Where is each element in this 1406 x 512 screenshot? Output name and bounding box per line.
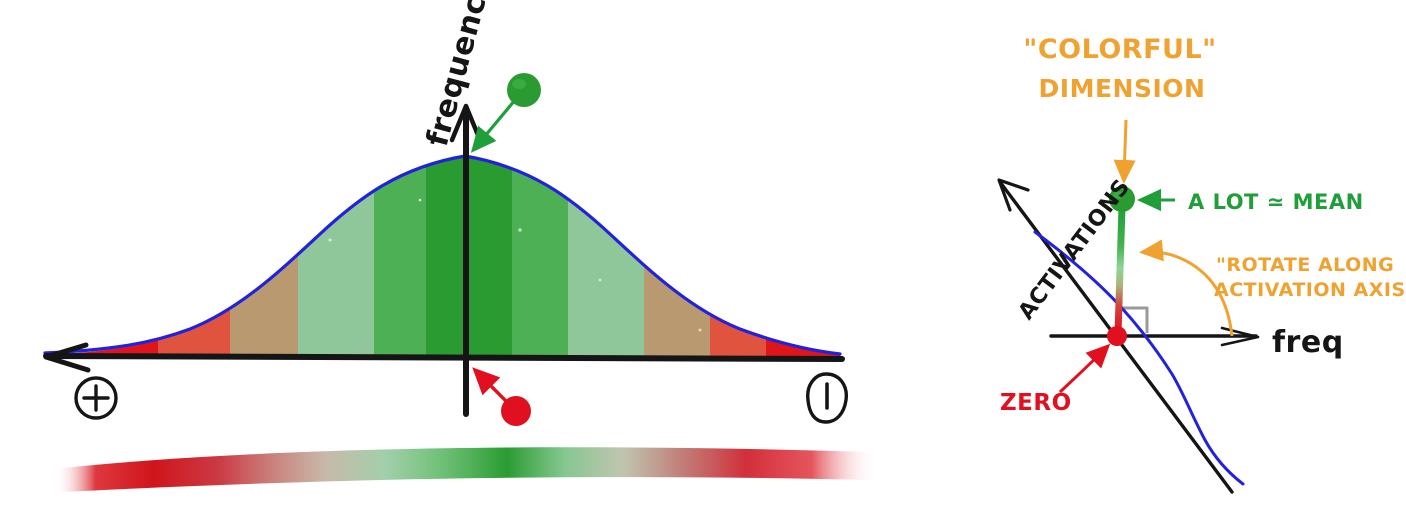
axis-end-marker-right xyxy=(806,372,848,424)
green-dot xyxy=(507,73,541,107)
zero-callout xyxy=(472,367,531,426)
rotated-distribution-curve xyxy=(1033,230,1245,486)
colorful-dimension-label-line1: "COLORFUL" xyxy=(1023,34,1216,65)
colorful-dimension-line xyxy=(1114,203,1126,338)
rotate-label-line2: ACTIVATION AXIS" xyxy=(1214,279,1406,301)
axis-end-marker-left xyxy=(74,376,118,420)
peak-callout-arrow xyxy=(470,98,517,153)
zero-callout-arrow xyxy=(472,367,512,407)
red-dot xyxy=(501,396,531,426)
freq-axis-label: freq xyxy=(1272,325,1344,360)
mean-label: A LOT ≃ MEAN xyxy=(1188,190,1364,214)
colorful-dimension-arrow xyxy=(1113,119,1136,184)
x-axis xyxy=(43,353,845,362)
left-panel-group xyxy=(43,73,878,492)
right-angle-marker xyxy=(1122,306,1149,333)
colour-gradient-strip xyxy=(54,447,878,492)
y-axis-label: frequency xyxy=(420,0,499,150)
zero-dot xyxy=(1107,326,1127,346)
freq-axis-arrowhead xyxy=(1220,326,1260,347)
rotate-label-line1: "ROTATE ALONG xyxy=(1216,254,1394,276)
peak-callout xyxy=(470,73,541,153)
rotate-callout-arrow xyxy=(1139,239,1234,337)
distribution-bands xyxy=(45,157,840,356)
colorful-dimension-label-line2: DIMENSION xyxy=(1039,74,1206,103)
activation-axis-arrowhead xyxy=(997,178,1030,212)
x-axis-arrowhead xyxy=(43,342,91,373)
zero-label: ZERO xyxy=(1000,390,1072,416)
right-panel-group xyxy=(997,119,1260,494)
zero-callout-arrow-right xyxy=(1058,343,1111,394)
